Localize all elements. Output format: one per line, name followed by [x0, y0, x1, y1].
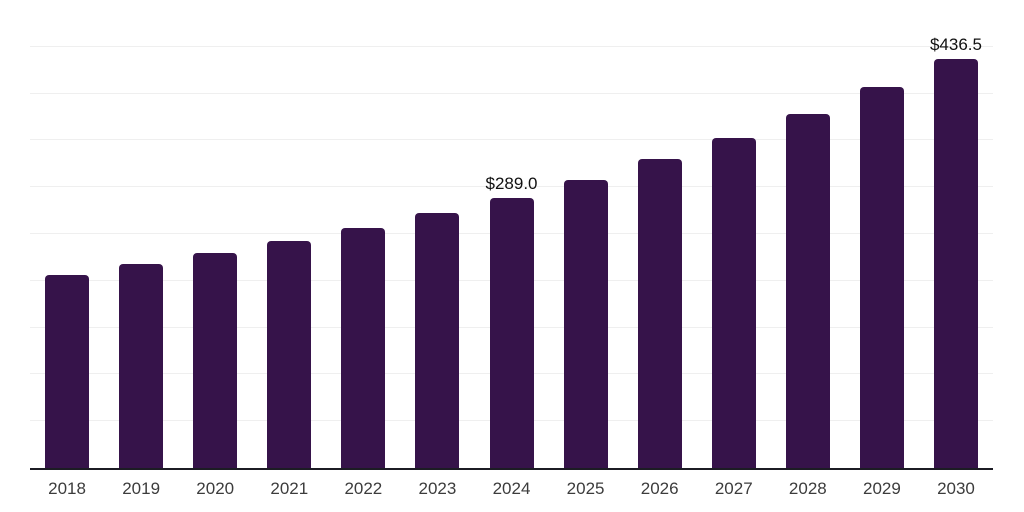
bar-2022: [341, 227, 386, 468]
x-tick-label-2021: 2021: [270, 479, 309, 498]
bar-column-2019: [104, 0, 178, 468]
bar-2028: [785, 114, 830, 468]
plot-area: $289.0 $436.5: [30, 0, 993, 470]
x-tick-label-2027: 2027: [714, 479, 753, 498]
bar-column-2022: [326, 0, 400, 468]
gridline: [30, 92, 993, 94]
data-label-2024: $289.0: [485, 173, 538, 193]
bar-2019: [119, 263, 164, 468]
bar-2024: [489, 197, 534, 468]
bar-column-2021: [252, 0, 326, 468]
x-tick-label-2019: 2019: [122, 479, 161, 498]
bar-2026: [637, 159, 682, 468]
bar-column-2027: [697, 0, 771, 468]
bar-2018: [45, 275, 90, 468]
x-tick-label-2025: 2025: [566, 479, 605, 498]
bar-column-2018: [30, 0, 104, 468]
bar-2021: [267, 241, 312, 468]
gridline: [30, 186, 993, 188]
x-tick-label-2028: 2028: [788, 479, 827, 498]
bar-column-2029: [845, 0, 919, 468]
x-tick-label-2018: 2018: [48, 479, 86, 498]
x-tick-label-2029: 2029: [862, 479, 901, 498]
bar-column-2023: [400, 0, 474, 468]
bar-2020: [193, 252, 238, 468]
x-axis: 2018 2019 2020 2021 2022 2023 2024 2025 2026 2027…: [30, 478, 993, 500]
bar-2023: [415, 212, 460, 468]
bar-2027: [711, 138, 756, 468]
bar-column-2028: [771, 0, 845, 468]
x-tick-label-2024: 2024: [492, 479, 531, 498]
data-label-2030: $436.5: [929, 35, 982, 55]
x-tick-label-2022: 2022: [344, 479, 383, 498]
gridline: [30, 45, 993, 47]
bar-2029: [859, 87, 904, 468]
x-tick-label-2030: 2030: [937, 479, 975, 498]
x-tick-label-2023: 2023: [418, 479, 457, 498]
bar-column-2030: $436.5: [919, 0, 993, 468]
bar-column-2024: $289.0: [474, 0, 548, 468]
bar-2030: [933, 59, 978, 468]
bar-column-2020: [178, 0, 252, 468]
x-tick-label-2020: 2020: [196, 479, 235, 498]
gridline: [30, 139, 993, 141]
x-tick-label-2026: 2026: [640, 479, 679, 498]
bar-column-2026: [623, 0, 697, 468]
bar-column-2025: [549, 0, 623, 468]
bar-2025: [563, 179, 608, 468]
bars-row: $289.0 $436.5: [30, 0, 993, 468]
